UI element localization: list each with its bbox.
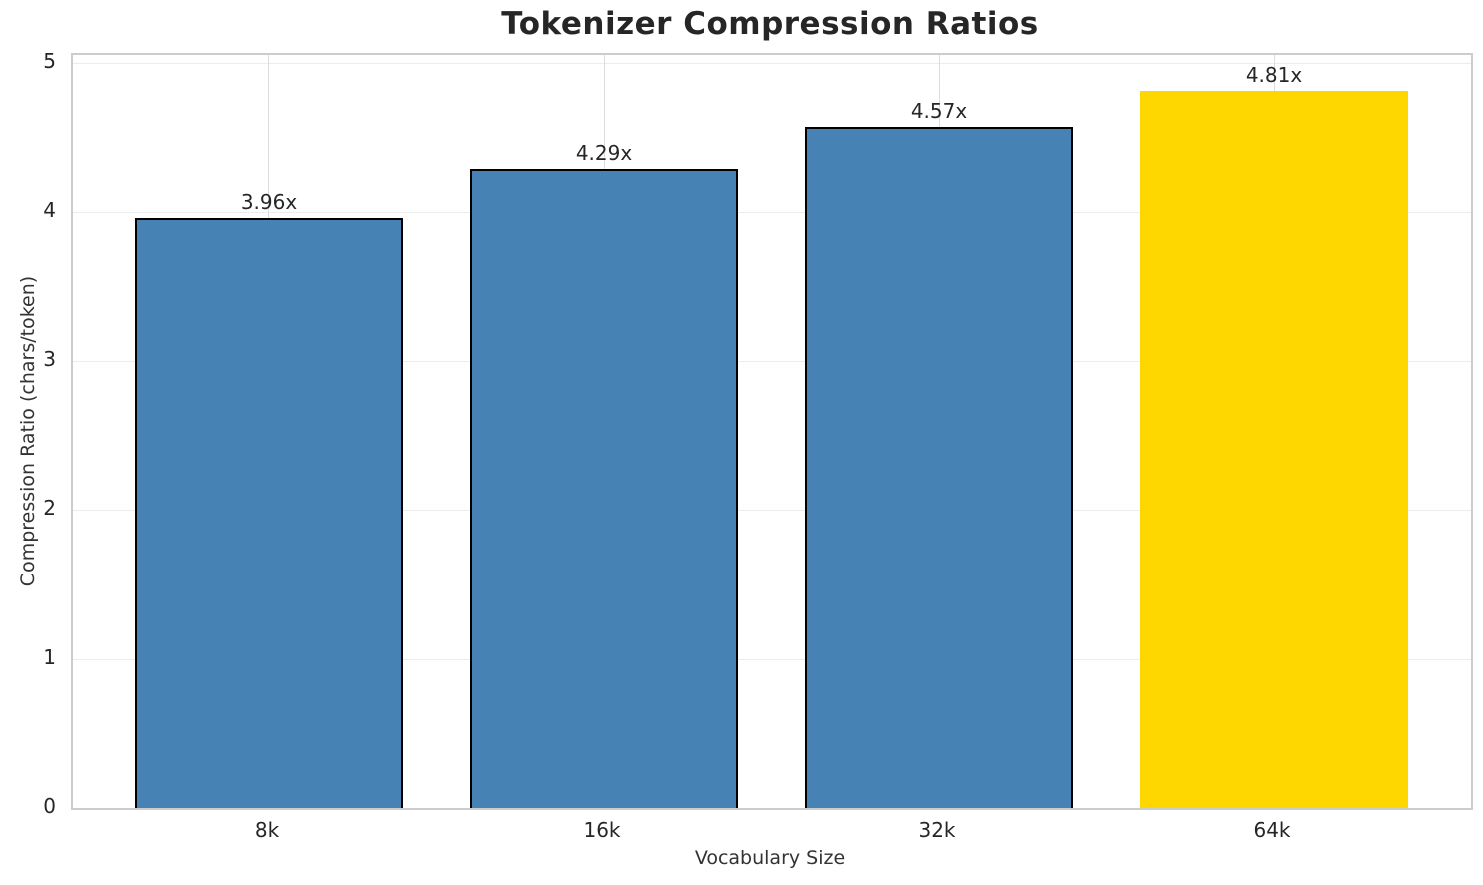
gridline-h (73, 361, 1471, 362)
y-tick-label: 4 (43, 198, 56, 222)
y-tick-label: 2 (43, 496, 56, 520)
y-axis-label: Compression Ratio (chars/token) (17, 275, 39, 587)
gridline-h (73, 510, 1471, 511)
bar (1140, 91, 1408, 808)
y-tick-label: 0 (43, 794, 56, 818)
gridline-h (73, 212, 1471, 213)
y-tick-label: 1 (43, 645, 56, 669)
bar-value-label: 4.57x (910, 99, 968, 123)
plot-area: 3.96x 4.29x 4.57x 4.81x (71, 53, 1473, 810)
bar (805, 127, 1073, 808)
bar-value-label: 3.96x (240, 190, 298, 214)
gridline-h (73, 659, 1471, 660)
x-tick-label: 8k (254, 818, 280, 842)
y-tick-label: 3 (43, 347, 56, 371)
x-tick-label: 32k (918, 818, 956, 842)
bar-value-label: 4.29x (575, 141, 633, 165)
x-axis-label: Vocabulary Size (694, 847, 846, 869)
bar (135, 218, 403, 808)
y-tick-label: 5 (43, 49, 56, 73)
gridline-h (73, 63, 1471, 64)
bar-value-label: 4.81x (1245, 63, 1303, 87)
chart-title: Tokenizer Compression Ratios (501, 6, 1039, 42)
bar (470, 169, 738, 808)
x-tick-label: 64k (1253, 818, 1291, 842)
x-tick-label: 16k (583, 818, 621, 842)
